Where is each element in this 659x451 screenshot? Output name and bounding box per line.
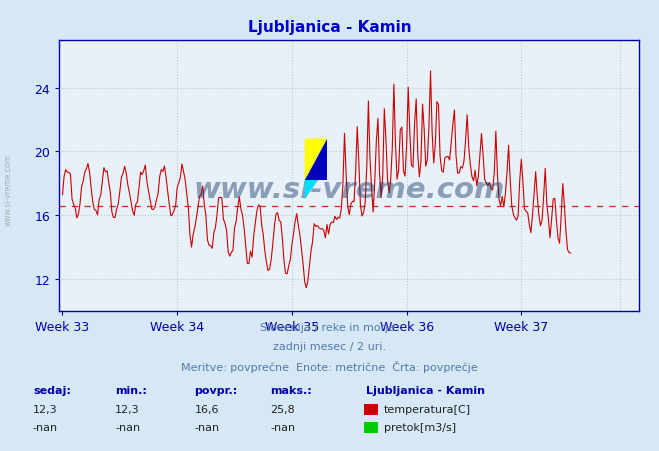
- Text: www.si-vreme.com: www.si-vreme.com: [194, 175, 505, 203]
- Text: 16,6: 16,6: [194, 404, 219, 414]
- Text: Ljubljanica - Kamin: Ljubljanica - Kamin: [248, 20, 411, 35]
- Text: temperatura[C]: temperatura[C]: [384, 404, 471, 414]
- Text: Ljubljanica - Kamin: Ljubljanica - Kamin: [366, 386, 485, 396]
- Polygon shape: [304, 139, 327, 181]
- Text: -nan: -nan: [194, 422, 219, 432]
- Text: -nan: -nan: [33, 422, 58, 432]
- Text: Meritve: povprečne  Enote: metrične  Črta: povprečje: Meritve: povprečne Enote: metrične Črta:…: [181, 360, 478, 373]
- Text: min.:: min.:: [115, 386, 147, 396]
- Text: -nan: -nan: [270, 422, 295, 432]
- Text: Slovenija / reke in morje.: Slovenija / reke in morje.: [260, 322, 399, 332]
- Text: www.si-vreme.com: www.si-vreme.com: [3, 153, 13, 226]
- Text: 12,3: 12,3: [115, 404, 140, 414]
- Text: povpr.:: povpr.:: [194, 386, 238, 396]
- Text: pretok[m3/s]: pretok[m3/s]: [384, 422, 456, 432]
- Text: maks.:: maks.:: [270, 386, 312, 396]
- Text: 12,3: 12,3: [33, 404, 57, 414]
- Text: sedaj:: sedaj:: [33, 386, 71, 396]
- Text: zadnji mesec / 2 uri.: zadnji mesec / 2 uri.: [273, 341, 386, 351]
- Polygon shape: [304, 181, 318, 200]
- Text: 25,8: 25,8: [270, 404, 295, 414]
- Polygon shape: [304, 139, 327, 181]
- Text: -nan: -nan: [115, 422, 140, 432]
